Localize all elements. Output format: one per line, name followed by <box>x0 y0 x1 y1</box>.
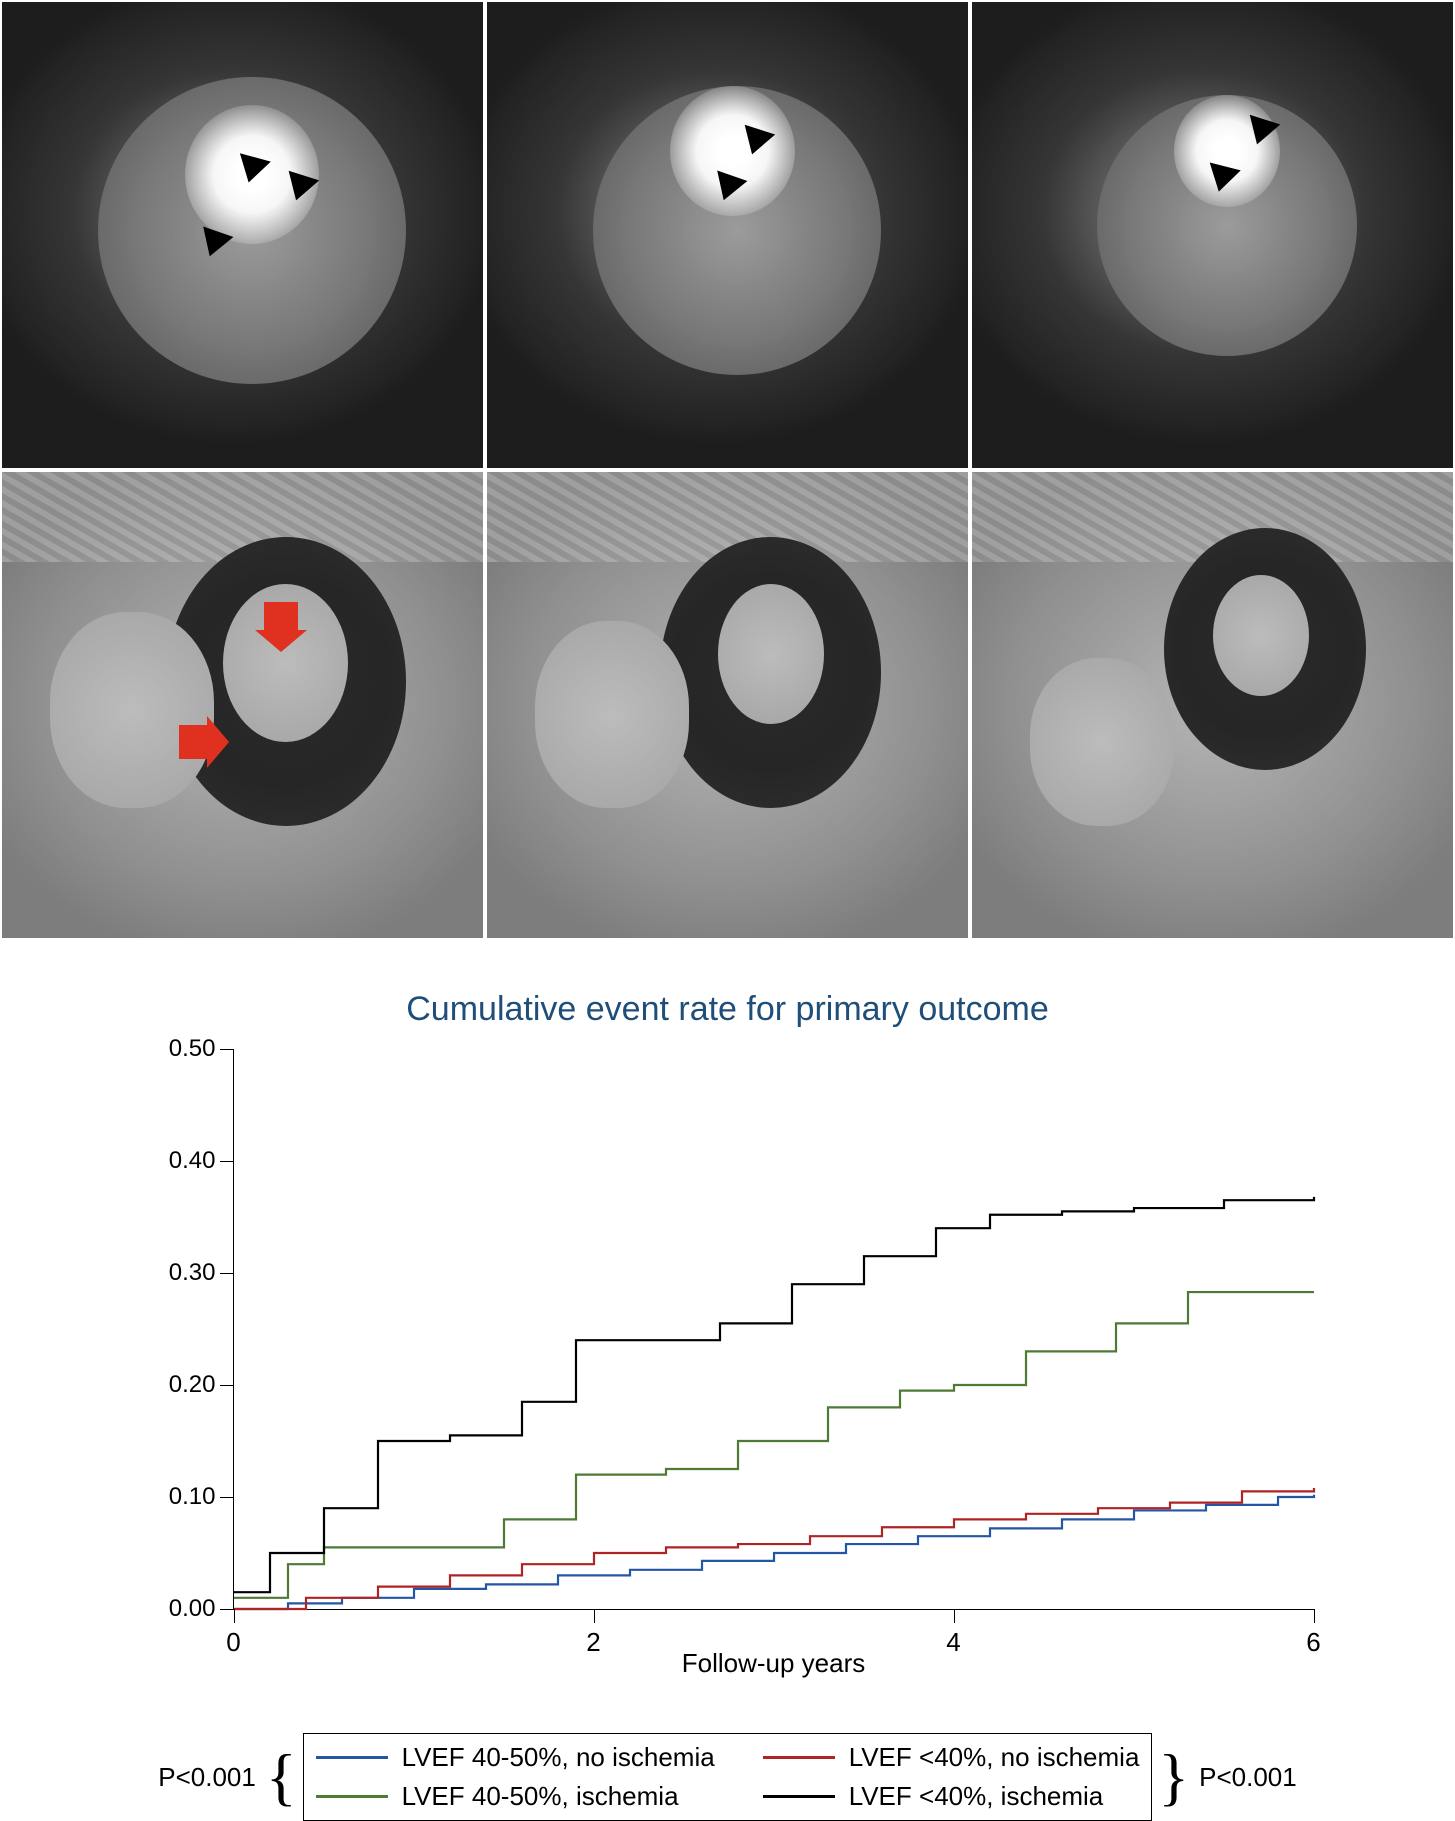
mri-row-lge <box>0 470 1455 940</box>
legend-swatch-icon <box>763 1756 835 1759</box>
mri-lge-basal <box>2 472 483 938</box>
x-tick <box>1314 1609 1315 1623</box>
p-right: P<0.001 <box>1199 1762 1297 1793</box>
x-axis-label: Follow-up years <box>682 1648 866 1679</box>
x-tick-label: 4 <box>946 1627 960 1658</box>
figure-page: Cumulative event rate for primary outcom… <box>0 0 1455 1821</box>
brace-right-icon: } <box>1158 1755 1189 1800</box>
y-tick <box>220 1161 234 1162</box>
p-left: P<0.001 <box>158 1762 256 1793</box>
y-tick <box>220 1497 234 1498</box>
y-tick <box>220 1049 234 1050</box>
legend-item: LVEF <40%, no ischemia <box>763 1742 1140 1773</box>
y-tick-label: 0.50 <box>169 1035 216 1063</box>
legend-swatch-icon <box>316 1795 388 1798</box>
legend-label: LVEF <40%, no ischemia <box>849 1742 1140 1773</box>
legend-label: LVEF 40-50%, no ischemia <box>402 1742 715 1773</box>
legend-swatch-icon <box>316 1756 388 1759</box>
legend-box: LVEF 40-50%, no ischemia LVEF <40%, no is… <box>303 1733 1153 1821</box>
chart-title: Cumulative event rate for primary outcom… <box>406 990 1048 1029</box>
series-line <box>234 1488 1314 1609</box>
y-tick <box>220 1273 234 1274</box>
mri-lge-apex <box>972 472 1453 938</box>
mri-perfusion-mid <box>487 2 968 468</box>
x-tick-label: 0 <box>226 1627 240 1658</box>
mri-row-perfusion <box>0 0 1455 470</box>
legend-label: LVEF <40%, ischemia <box>849 1781 1104 1812</box>
legend-item: LVEF 40-50%, ischemia <box>316 1781 715 1812</box>
chart-box: Follow-up years 0.000.100.200.300.400.50… <box>143 1039 1343 1659</box>
legend-item: LVEF 40-50%, no ischemia <box>316 1742 715 1773</box>
x-tick-label: 6 <box>1306 1627 1320 1658</box>
mri-perfusion-apex <box>972 2 1453 468</box>
series-line <box>234 1495 1314 1609</box>
series-line <box>234 1197 1314 1592</box>
legend-item: LVEF <40%, ischemia <box>763 1781 1140 1812</box>
y-tick-label: 0.20 <box>169 1371 216 1399</box>
x-tick <box>594 1609 595 1623</box>
legend-label: LVEF 40-50%, ischemia <box>402 1781 679 1812</box>
mri-grid <box>0 0 1455 940</box>
mri-perfusion-basal <box>2 2 483 468</box>
legend-row: P<0.001 { LVEF 40-50%, no ischemia LVEF <… <box>154 1733 1300 1821</box>
y-tick-label: 0.30 <box>169 1259 216 1287</box>
brace-left-icon: { <box>266 1755 297 1800</box>
x-tick <box>954 1609 955 1623</box>
plot-area: Follow-up years 0.000.100.200.300.400.50… <box>233 1049 1314 1610</box>
legend-swatch-icon <box>763 1795 835 1798</box>
y-tick <box>220 1609 234 1610</box>
y-tick-label: 0.00 <box>169 1595 216 1623</box>
y-tick-label: 0.40 <box>169 1147 216 1175</box>
lge-arrow-icon <box>255 602 307 678</box>
mri-lge-mid <box>487 472 968 938</box>
series-svg <box>234 1049 1314 1609</box>
x-tick-label: 2 <box>586 1627 600 1658</box>
lge-arrow-icon <box>179 716 229 768</box>
km-chart: Cumulative event rate for primary outcom… <box>0 970 1455 1821</box>
y-tick <box>220 1385 234 1386</box>
x-tick <box>234 1609 235 1623</box>
y-tick-label: 0.10 <box>169 1483 216 1511</box>
